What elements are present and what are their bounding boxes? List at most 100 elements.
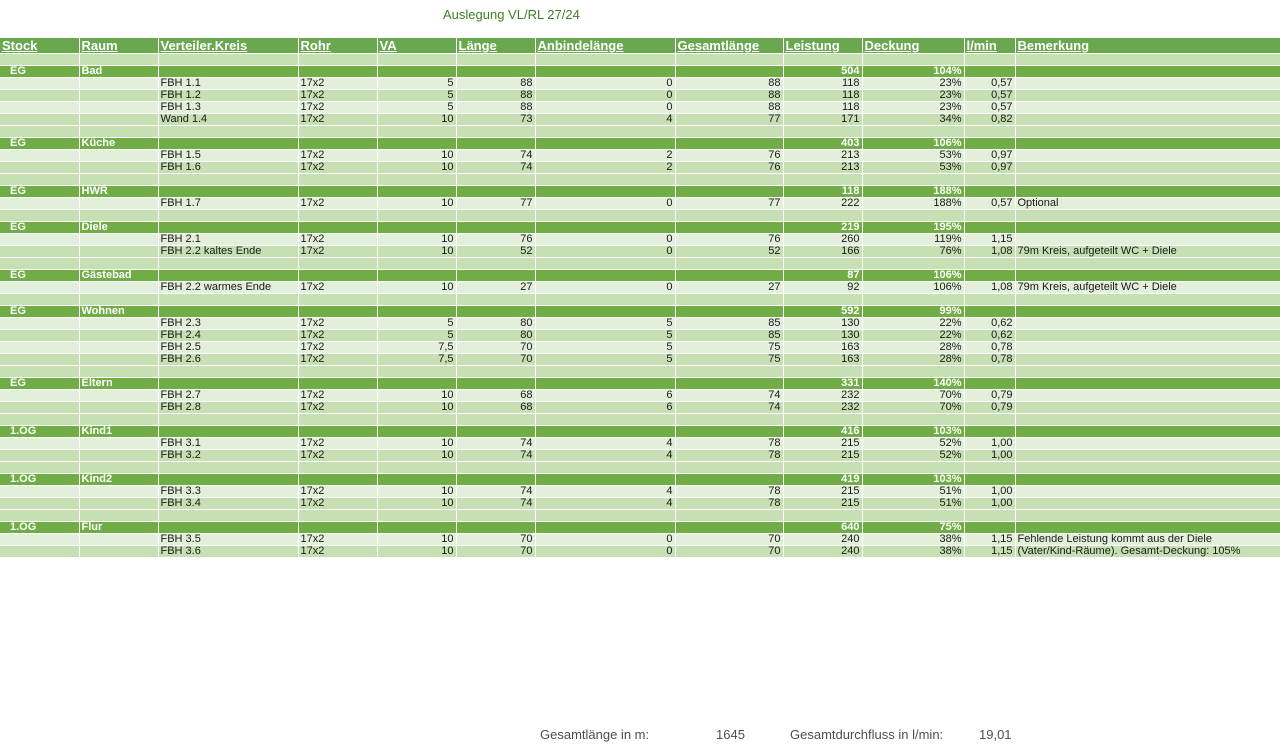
cell[interactable]: [79, 437, 159, 450]
cell[interactable]: [535, 425, 676, 438]
cell-kreis[interactable]: FBH 2.3: [158, 317, 299, 330]
cell-deckung[interactable]: 22%: [862, 317, 965, 330]
cell-lmin[interactable]: 0,79: [964, 389, 1016, 402]
cell[interactable]: [377, 53, 457, 66]
cell-bemerkung[interactable]: [1015, 401, 1280, 414]
cell-va[interactable]: 10: [377, 485, 457, 498]
room-leistung[interactable]: 504: [783, 65, 863, 78]
cell-gesamtlaenge[interactable]: 78: [675, 497, 784, 510]
cell-lmin[interactable]: 0,82: [964, 113, 1016, 126]
cell-va[interactable]: 10: [377, 233, 457, 246]
room-deckung[interactable]: 195%: [862, 221, 965, 234]
room-name[interactable]: HWR: [79, 185, 159, 198]
cell-va[interactable]: 10: [377, 437, 457, 450]
cell-anbindelaenge[interactable]: 4: [535, 437, 676, 450]
cell-kreis[interactable]: FBH 3.3: [158, 485, 299, 498]
cell-laenge[interactable]: 88: [456, 101, 536, 114]
cell[interactable]: [79, 173, 159, 186]
cell-leistung[interactable]: 92: [783, 281, 863, 294]
cell-deckung[interactable]: 70%: [862, 389, 965, 402]
cell[interactable]: [298, 305, 378, 318]
cell-gesamtlaenge[interactable]: 76: [675, 149, 784, 162]
cell-leistung[interactable]: 163: [783, 341, 863, 354]
cell-gesamtlaenge[interactable]: 70: [675, 533, 784, 546]
cell[interactable]: [79, 101, 159, 114]
cell-deckung[interactable]: 106%: [862, 281, 965, 294]
header-stock[interactable]: Stock: [0, 38, 80, 54]
cell-va[interactable]: 10: [377, 245, 457, 258]
cell[interactable]: [1015, 509, 1280, 522]
cell[interactable]: [158, 221, 299, 234]
cell[interactable]: [79, 281, 159, 294]
cell-va[interactable]: 5: [377, 329, 457, 342]
cell[interactable]: [377, 221, 457, 234]
cell[interactable]: [79, 113, 159, 126]
cell[interactable]: [377, 305, 457, 318]
header-lmin[interactable]: l/min: [964, 38, 1016, 54]
room-leistung[interactable]: 416: [783, 425, 863, 438]
cell[interactable]: [1015, 221, 1280, 234]
cell[interactable]: [456, 293, 536, 306]
cell-lmin[interactable]: 0,57: [964, 101, 1016, 114]
cell-deckung[interactable]: 23%: [862, 101, 965, 114]
cell-rohr[interactable]: 17x2: [298, 545, 378, 558]
cell[interactable]: [377, 365, 457, 378]
cell-laenge[interactable]: 76: [456, 233, 536, 246]
cell[interactable]: [158, 521, 299, 534]
cell[interactable]: [456, 209, 536, 222]
cell[interactable]: [535, 53, 676, 66]
cell[interactable]: [298, 413, 378, 426]
header-bemerkung[interactable]: Bemerkung: [1015, 38, 1280, 54]
cell[interactable]: [675, 509, 784, 522]
cell-rohr[interactable]: 17x2: [298, 437, 378, 450]
cell-va[interactable]: 10: [377, 401, 457, 414]
cell-laenge[interactable]: 74: [456, 485, 536, 498]
cell[interactable]: [0, 233, 80, 246]
cell[interactable]: [0, 281, 80, 294]
cell[interactable]: [377, 377, 457, 390]
cell-anbindelaenge[interactable]: 4: [535, 497, 676, 510]
room-stock[interactable]: EG: [0, 305, 80, 318]
cell[interactable]: [456, 65, 536, 78]
cell[interactable]: [862, 509, 965, 522]
cell[interactable]: [0, 53, 80, 66]
cell[interactable]: [535, 461, 676, 474]
cell[interactable]: [158, 137, 299, 150]
cell[interactable]: [964, 209, 1016, 222]
cell[interactable]: [1015, 257, 1280, 270]
cell-va[interactable]: 10: [377, 149, 457, 162]
cell[interactable]: [1015, 137, 1280, 150]
cell-anbindelaenge[interactable]: 6: [535, 389, 676, 402]
cell[interactable]: [0, 197, 80, 210]
cell-laenge[interactable]: 74: [456, 437, 536, 450]
cell[interactable]: [535, 413, 676, 426]
cell[interactable]: [964, 221, 1016, 234]
cell[interactable]: [298, 65, 378, 78]
header-verteiler-kreis[interactable]: Verteiler.Kreis: [158, 38, 299, 54]
room-deckung[interactable]: 140%: [862, 377, 965, 390]
cell-gesamtlaenge[interactable]: 78: [675, 437, 784, 450]
cell[interactable]: [79, 353, 159, 366]
cell[interactable]: [964, 377, 1016, 390]
header-va[interactable]: VA: [377, 38, 457, 54]
cell[interactable]: [298, 521, 378, 534]
cell[interactable]: [79, 545, 159, 558]
cell[interactable]: [377, 413, 457, 426]
room-stock[interactable]: EG: [0, 221, 80, 234]
cell-lmin[interactable]: 0,62: [964, 317, 1016, 330]
cell[interactable]: [0, 245, 80, 258]
cell-lmin[interactable]: 1,00: [964, 449, 1016, 462]
room-name[interactable]: Kind1: [79, 425, 159, 438]
cell-va[interactable]: 10: [377, 497, 457, 510]
cell[interactable]: [0, 509, 80, 522]
cell-bemerkung[interactable]: Fehlende Leistung kommt aus der Diele: [1015, 533, 1280, 546]
cell[interactable]: [79, 53, 159, 66]
cell-anbindelaenge[interactable]: 0: [535, 545, 676, 558]
cell-laenge[interactable]: 88: [456, 77, 536, 90]
cell-rohr[interactable]: 17x2: [298, 245, 378, 258]
cell-anbindelaenge[interactable]: 4: [535, 113, 676, 126]
cell-laenge[interactable]: 27: [456, 281, 536, 294]
cell-deckung[interactable]: 23%: [862, 89, 965, 102]
cell[interactable]: [1015, 365, 1280, 378]
cell-anbindelaenge[interactable]: 0: [535, 77, 676, 90]
